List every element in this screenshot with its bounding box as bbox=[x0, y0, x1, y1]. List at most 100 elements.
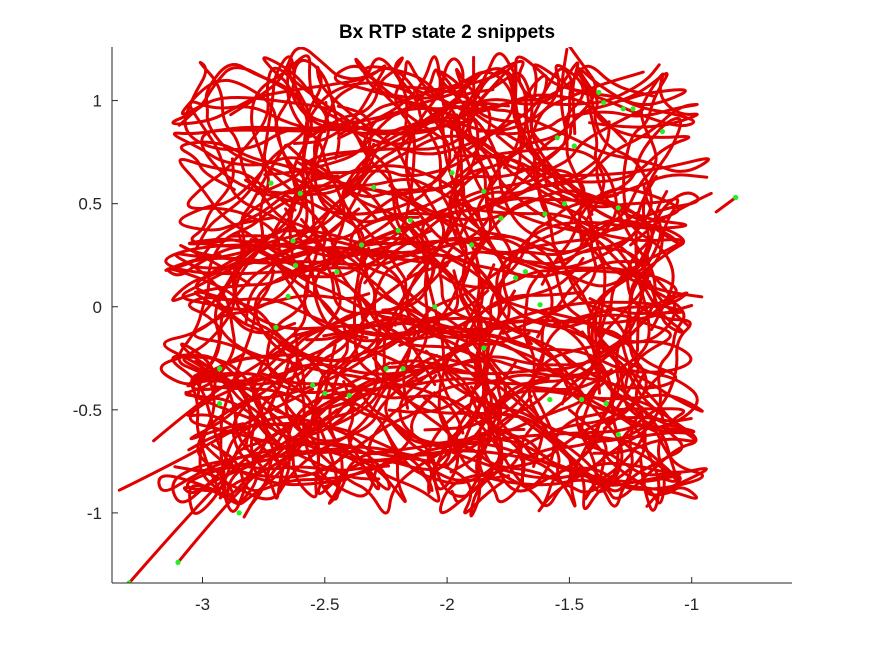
snippet-start-marker bbox=[481, 188, 487, 194]
snippet-start-marker bbox=[358, 242, 365, 248]
chart-title: Bx RTP state 2 snippets bbox=[339, 22, 555, 43]
trajectory-line bbox=[228, 171, 686, 443]
snippet-start-marker bbox=[733, 194, 739, 201]
snippet-start-marker bbox=[615, 205, 621, 211]
snippet-start-marker bbox=[596, 89, 602, 95]
snippet-start-marker bbox=[601, 100, 607, 106]
trajectory-line bbox=[190, 352, 356, 479]
trajectory-line bbox=[159, 232, 320, 499]
trajectory-line bbox=[229, 47, 607, 334]
x-tick-label: -3 bbox=[195, 595, 210, 614]
trajectory-line bbox=[191, 326, 465, 435]
trajectory-line bbox=[574, 369, 647, 501]
snippet-start-marker bbox=[126, 580, 132, 583]
trajectory-line bbox=[231, 271, 439, 506]
snippet-start-marker bbox=[297, 190, 303, 196]
snippet-start-marker bbox=[400, 366, 406, 372]
snippet-start-marker bbox=[513, 275, 519, 281]
trajectory-line bbox=[437, 319, 679, 483]
snippet-start-marker bbox=[268, 180, 274, 186]
trajectory-layer bbox=[117, 47, 738, 583]
x-tick-label: -1 bbox=[684, 595, 699, 614]
trajectory-tail bbox=[242, 408, 339, 519]
snippet-start-marker bbox=[498, 215, 504, 221]
snippet-start-marker bbox=[547, 396, 553, 403]
axes: -3 -2.5 -2 -1.5 -1 -1 -0.5 0 0.5 1 bbox=[73, 47, 792, 614]
trajectory-line bbox=[194, 54, 429, 255]
trajectory-line bbox=[465, 67, 664, 417]
snippet-start-marker bbox=[334, 269, 340, 275]
snippet-start-marker bbox=[630, 106, 636, 112]
snippet-start-marker bbox=[290, 238, 296, 244]
trajectory-line bbox=[476, 64, 688, 346]
snippet-start-marker bbox=[481, 345, 487, 351]
snippet-start-marker bbox=[615, 432, 621, 438]
trajectory-loop bbox=[188, 367, 302, 453]
trajectory-line bbox=[262, 56, 477, 179]
trajectory-line bbox=[384, 140, 666, 498]
snippet-start-marker bbox=[571, 143, 577, 149]
trajectory-line bbox=[284, 88, 495, 338]
trajectory-tail bbox=[629, 191, 713, 247]
trajectory-line bbox=[357, 108, 645, 247]
trajectory-line bbox=[263, 58, 483, 177]
snippet-start-marker bbox=[175, 559, 181, 566]
trajectory-tail bbox=[127, 377, 376, 583]
snippet-start-marker bbox=[310, 382, 316, 388]
trajectory-loop bbox=[333, 64, 474, 144]
trajectory-line bbox=[381, 154, 680, 376]
y-tick-label: 0 bbox=[93, 298, 102, 317]
trajectory-line bbox=[269, 246, 544, 334]
snippet-start-marker bbox=[522, 269, 529, 275]
trajectory-line bbox=[387, 176, 511, 414]
trajectory-line bbox=[478, 378, 708, 508]
snippet-start-marker bbox=[603, 401, 609, 407]
snippet-start-marker bbox=[620, 106, 626, 112]
trajectory-line bbox=[274, 260, 646, 508]
trajectory-line bbox=[171, 64, 387, 145]
trajectory-line bbox=[254, 55, 462, 245]
trajectory-line bbox=[179, 140, 435, 312]
plot-area bbox=[117, 47, 739, 583]
snippet-start-marker bbox=[432, 304, 438, 310]
trajectory-tail bbox=[117, 387, 315, 492]
trajectory-line bbox=[218, 207, 381, 500]
snippet-start-marker bbox=[554, 135, 560, 141]
trajectory-line bbox=[178, 81, 452, 232]
snippet-start-marker bbox=[659, 128, 666, 135]
trajectory-line bbox=[285, 47, 597, 198]
snippet-start-marker bbox=[292, 262, 299, 269]
snippet-start-marker bbox=[469, 242, 475, 248]
snippet-start-marker bbox=[346, 392, 352, 398]
trajectory-line bbox=[439, 70, 586, 244]
y-tick-label: 0.5 bbox=[78, 195, 102, 214]
trajectory-loop bbox=[164, 243, 449, 276]
trajectory-line bbox=[448, 70, 645, 249]
y-tick-label: -1 bbox=[87, 504, 102, 523]
snippet-start-marker bbox=[407, 217, 413, 223]
snippet-start-marker bbox=[217, 366, 223, 372]
trajectory-tail bbox=[176, 408, 327, 564]
snippet-start-marker bbox=[322, 390, 328, 396]
y-tick-label: 1 bbox=[93, 92, 102, 111]
trajectory-loop bbox=[592, 243, 677, 344]
trajectory-loop bbox=[200, 128, 327, 206]
snippet-start-marker bbox=[537, 302, 543, 308]
snippet-start-marker bbox=[395, 227, 401, 234]
trajectory-line bbox=[349, 146, 618, 332]
snippet-start-marker bbox=[579, 396, 585, 403]
snippet-start-marker bbox=[273, 324, 279, 330]
trajectory-line bbox=[171, 353, 348, 487]
trajectory-line bbox=[354, 57, 710, 202]
x-tick-label: -1.5 bbox=[555, 595, 584, 614]
snippet-start-marker bbox=[371, 184, 377, 190]
trajectory-line bbox=[462, 322, 699, 500]
snippet-start-marker bbox=[449, 170, 455, 176]
trajectory-line bbox=[396, 291, 689, 389]
trajectory-line bbox=[282, 57, 409, 406]
snippet-start-marker bbox=[285, 293, 291, 299]
trajectory-tail bbox=[152, 336, 302, 443]
trajectory-line bbox=[328, 253, 625, 503]
snippet-start-marker bbox=[383, 366, 389, 372]
snippet-start-markers bbox=[126, 89, 739, 583]
